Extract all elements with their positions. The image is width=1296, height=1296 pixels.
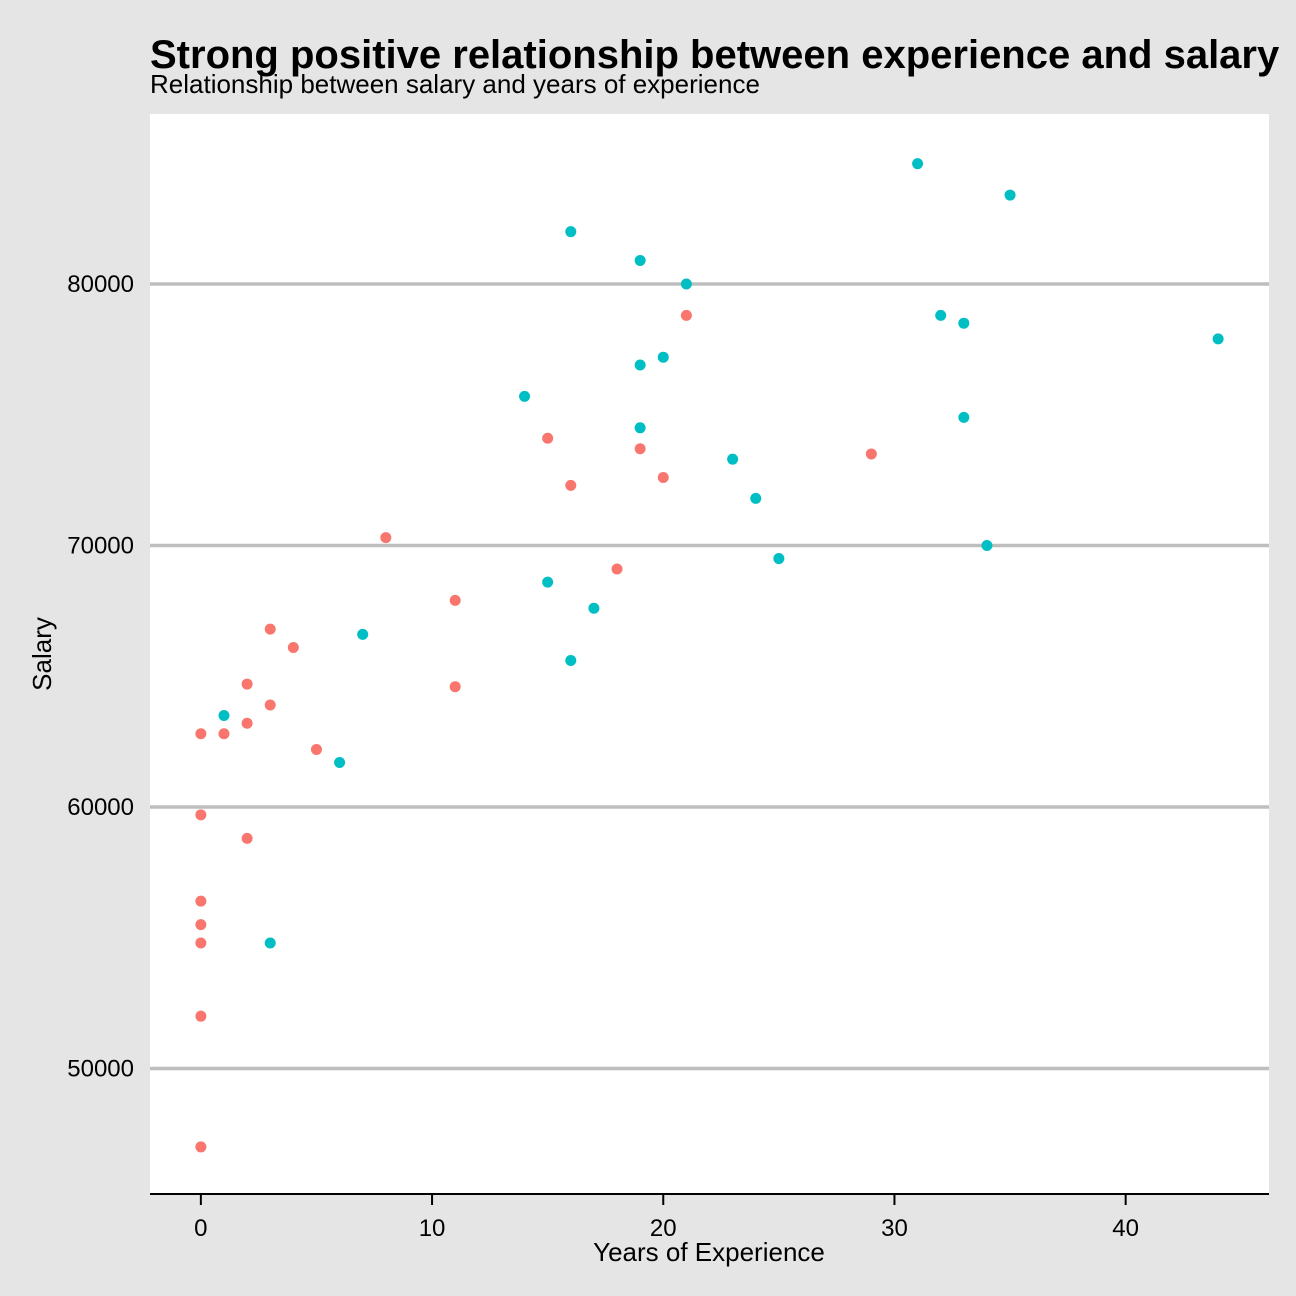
data-point [634,443,646,455]
y-tick-label: 70000 [67,532,134,559]
data-point [611,563,623,575]
data-point [195,1010,207,1022]
data-point [195,895,207,907]
data-point [195,1141,207,1153]
data-point [634,422,646,434]
data-point [680,278,692,290]
x-tick-label: 0 [194,1215,207,1242]
data-point [680,309,692,321]
data-point [380,532,392,544]
data-point [981,539,993,551]
x-axis-label: Years of Experience [593,1237,825,1267]
data-point [773,553,785,565]
data-point [912,158,924,170]
points-layer [195,158,1224,1153]
grid-layer [150,282,1269,1071]
data-point [241,678,253,690]
data-point [334,757,346,769]
data-point [218,728,230,740]
data-point [449,594,461,606]
data-point [264,937,276,949]
data-point [565,226,577,238]
data-point [657,351,669,363]
data-point [727,453,739,465]
x-tick-label: 40 [1112,1215,1139,1242]
data-point [542,576,554,588]
data-point [310,743,322,755]
y-tick-label: 80000 [67,271,134,298]
plot-panel [150,114,1269,1194]
data-point [241,717,253,729]
data-point [1212,333,1224,345]
data-point [657,471,669,483]
data-point [519,390,531,402]
y-axis-label: Salary [27,617,57,691]
data-point [865,448,877,460]
data-point [195,809,207,821]
data-point [195,919,207,931]
data-point [195,937,207,949]
data-point [1004,189,1016,201]
y-tick-label: 60000 [67,794,134,821]
data-point [750,492,762,504]
data-point [542,432,554,444]
axis-layer: 50000 60000 70000 80000 0 10 20 30 40 [67,271,1269,1242]
data-point [241,832,253,844]
data-point [958,411,970,423]
x-tick-label: 30 [881,1215,908,1242]
y-tick-label: 50000 [67,1055,134,1082]
chart-title: Strong positive relationship between exp… [150,33,1280,77]
data-point [264,623,276,635]
data-point [565,655,577,667]
data-point [935,309,947,321]
data-point [218,709,230,721]
chart-subtitle: Relationship between salary and years of… [150,69,760,99]
data-point [449,681,461,693]
data-point [287,641,299,653]
data-point [357,628,369,640]
data-point [565,479,577,491]
data-point [264,699,276,711]
x-tick-label: 10 [419,1215,446,1242]
data-point [588,602,600,614]
data-point [195,728,207,740]
data-point [634,254,646,266]
x-tick-label: 20 [650,1215,677,1242]
data-point [958,317,970,329]
data-point [634,359,646,371]
